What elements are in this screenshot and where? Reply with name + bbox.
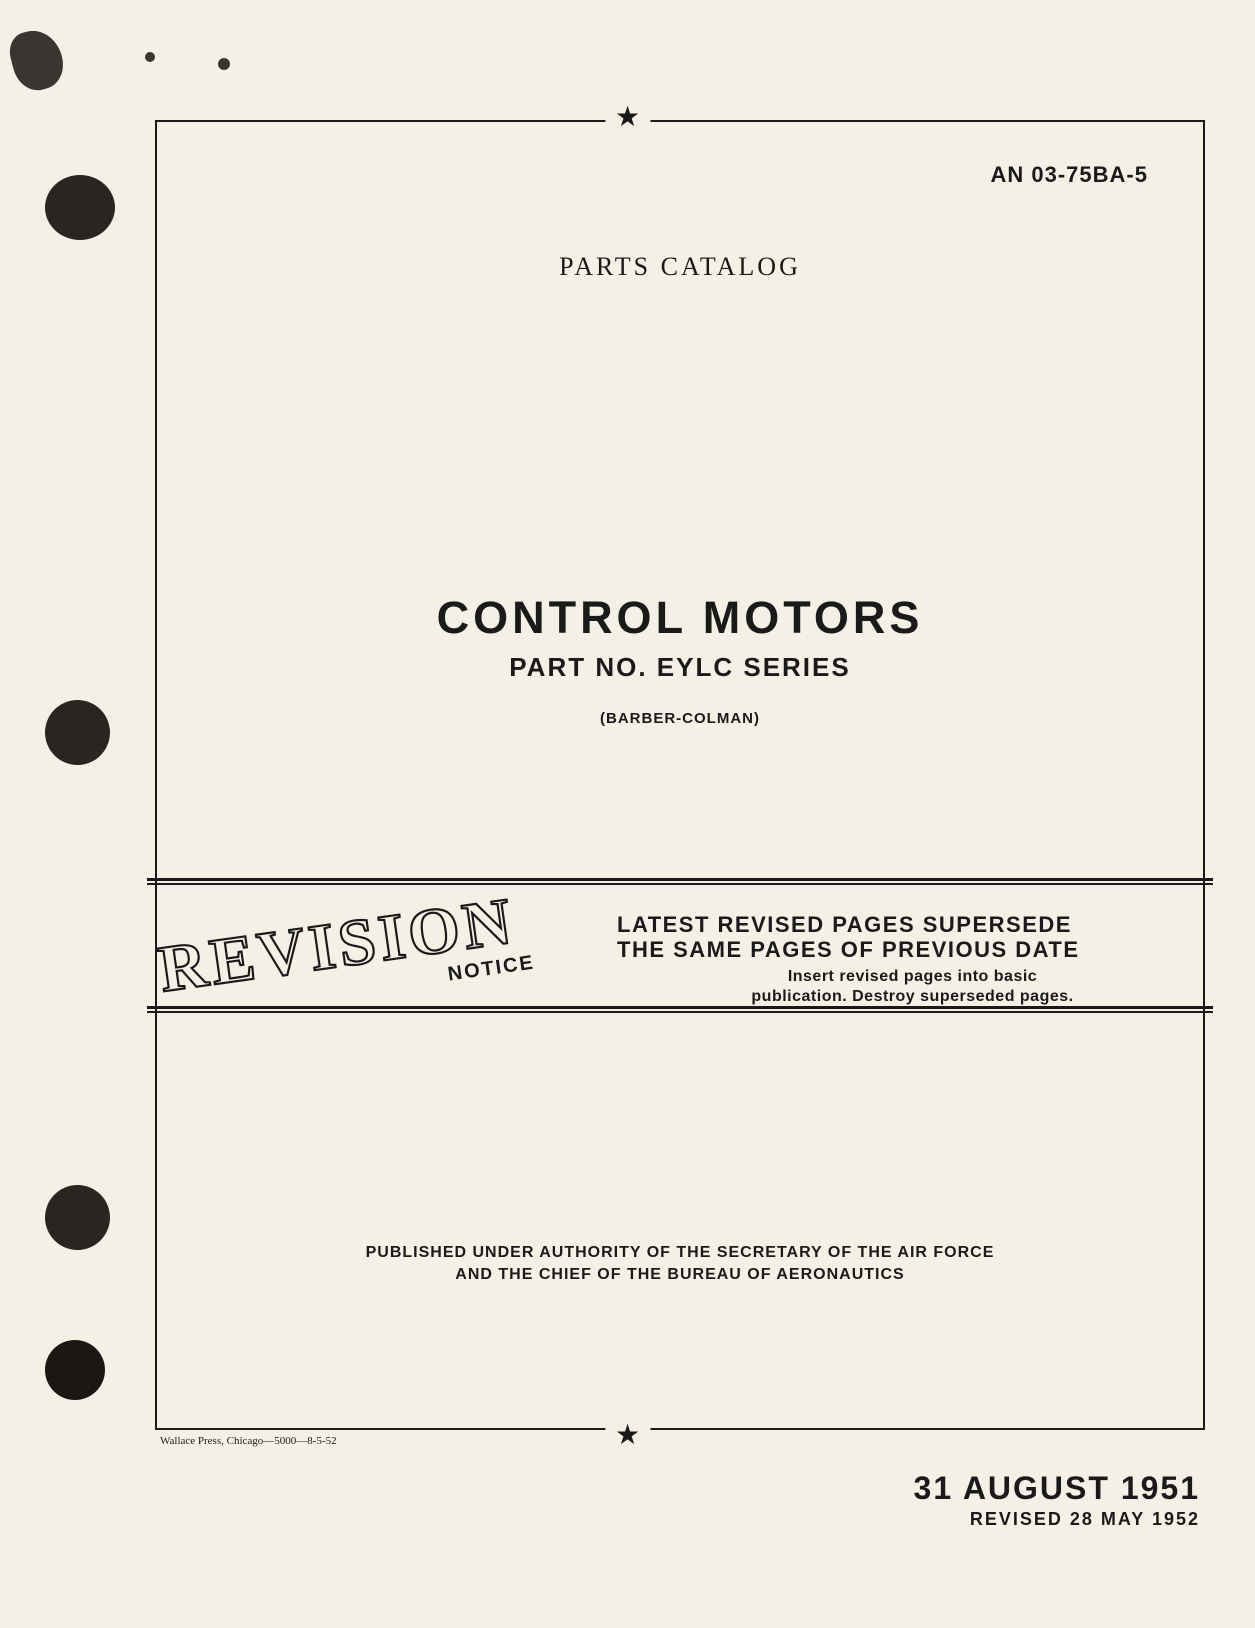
date-block: 31 AUGUST 1951 REVISED 28 MAY 1952 bbox=[914, 1470, 1200, 1530]
revision-outlined-text: REVISION bbox=[154, 886, 519, 1006]
blemish bbox=[218, 58, 230, 70]
revision-heading-line: LATEST REVISED PAGES SUPERSEDE bbox=[617, 912, 1208, 937]
authority-statement: PUBLISHED UNDER AUTHORITY OF THE SECRETA… bbox=[157, 1242, 1203, 1287]
blemish bbox=[145, 52, 155, 62]
printer-info: Wallace Press, Chicago—5000—8-5-52 bbox=[160, 1435, 337, 1447]
hole-punch bbox=[45, 700, 110, 765]
revision-notice-block: REVISION NOTICE LATEST REVISED PAGES SUP… bbox=[147, 878, 1213, 1018]
divider-line bbox=[147, 883, 1213, 886]
document-title: CONTROL MOTORS bbox=[157, 592, 1203, 644]
revision-instruction-line: Insert revised pages into basic bbox=[788, 968, 1037, 985]
star-ornament-top: ★ bbox=[605, 100, 650, 134]
hole-punch bbox=[45, 175, 115, 240]
revision-date: REVISED 28 MAY 1952 bbox=[914, 1509, 1200, 1530]
catalog-label: PARTS CATALOG bbox=[157, 252, 1203, 282]
authority-line: PUBLISHED UNDER AUTHORITY OF THE SECRETA… bbox=[366, 1244, 995, 1261]
document-page: ★ AN 03-75BA-5 PARTS CATALOG CONTROL MOT… bbox=[0, 0, 1255, 1628]
document-number: AN 03-75BA-5 bbox=[991, 162, 1149, 188]
publication-date: 31 AUGUST 1951 bbox=[914, 1470, 1200, 1507]
revision-stamp: REVISION NOTICE bbox=[139, 886, 619, 1016]
authority-line: AND THE CHIEF OF THE BUREAU OF AERONAUTI… bbox=[455, 1266, 904, 1283]
revision-instructions: LATEST REVISED PAGES SUPERSEDE THE SAME … bbox=[617, 912, 1208, 1007]
hole-punch bbox=[45, 1185, 110, 1250]
document-subtitle: PART NO. EYLC SERIES bbox=[157, 652, 1203, 683]
hole-punch bbox=[45, 1340, 105, 1400]
divider-line bbox=[147, 878, 1213, 881]
star-ornament-bottom: ★ bbox=[605, 1418, 650, 1452]
revision-instruction-line: publication. Destroy superseded pages. bbox=[751, 988, 1073, 1005]
content-frame: AN 03-75BA-5 PARTS CATALOG CONTROL MOTOR… bbox=[155, 120, 1205, 1430]
blemish bbox=[5, 25, 69, 96]
manufacturer-label: (BARBER-COLMAN) bbox=[157, 710, 1203, 727]
revision-heading-line: THE SAME PAGES OF PREVIOUS DATE bbox=[617, 937, 1208, 962]
